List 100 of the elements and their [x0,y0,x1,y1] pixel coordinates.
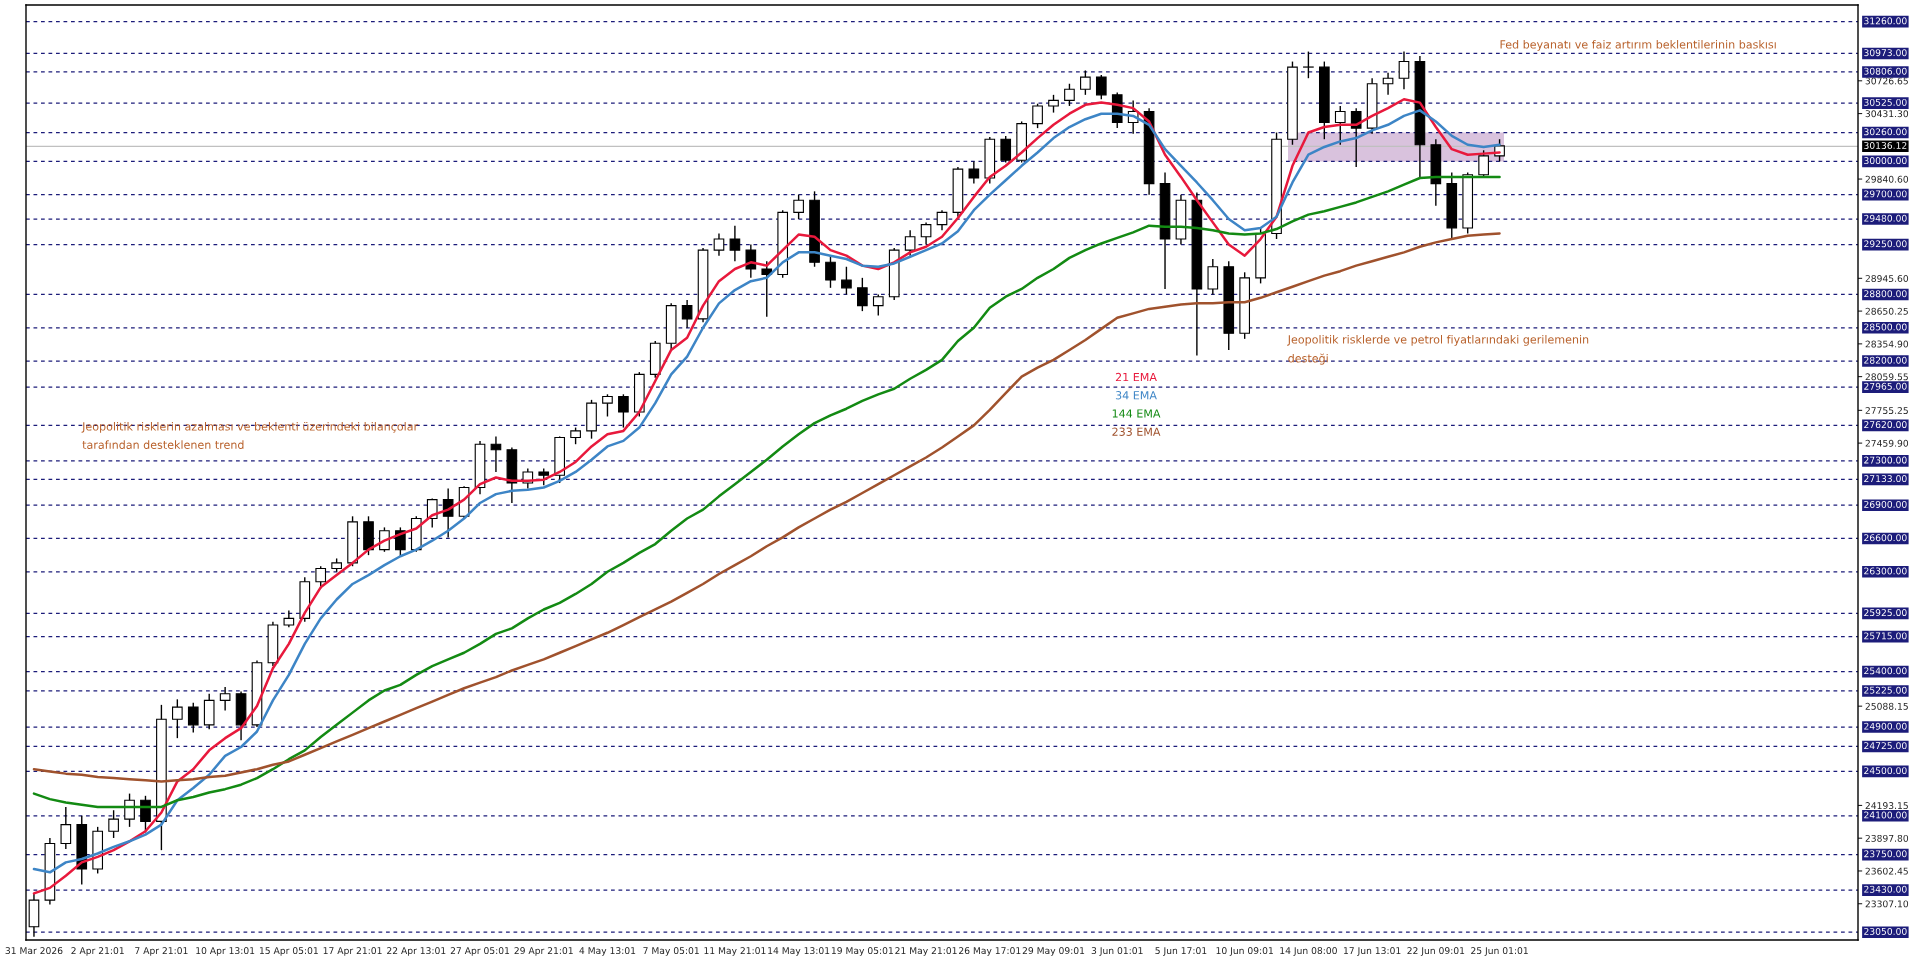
x-tick-label: 10 Apr 13:01 [196,947,255,956]
ref-line-label: 27133.00 [1864,475,1907,483]
x-tick-label: 22 Apr 13:01 [387,947,446,956]
candlestick [1032,103,1043,129]
y-tick-label: 23897.80 [1865,834,1909,842]
ref-line-label: 23050.00 [1864,927,1907,935]
ref-line-label: 25225.00 [1864,686,1907,694]
candlestick [1398,50,1410,90]
y-tick-label: 28354.90 [1865,340,1909,348]
candlestick [1064,83,1075,107]
candlestick [1095,74,1107,100]
candlestick [108,809,119,839]
text: 34 EMA [1115,391,1157,400]
text: 233 EMA [1112,427,1161,436]
candlestick [681,299,693,329]
ref-line-label: 30525.00 [1864,98,1907,106]
y-tick-label: 23602.45 [1865,867,1908,875]
ref-line-label: 25925.00 [1864,609,1907,617]
ref-line-label: 30973.00 [1864,49,1907,57]
y-tick-label: 28059.55 [1865,373,1908,381]
ref-line-label: 30000.00 [1864,157,1907,165]
x-tick-label: 21 May 21:01 [895,947,957,956]
x-tick-label: 22 Jun 09:01 [1407,947,1465,956]
candlestick [1080,69,1091,96]
candlestick [602,393,613,418]
x-tick-label: 7 May 05:01 [643,947,699,956]
text: 21 EMA [1115,372,1157,382]
x-tick-label: 26 May 17:01 [959,947,1021,956]
x-tick-label: 14 May 13:01 [768,947,830,956]
ref-line-label: 23750.00 [1864,850,1907,858]
x-tick-label: 25 Jun 01:01 [1471,947,1528,956]
candlestick [904,229,916,257]
ref-line-label: 24100.00 [1864,811,1907,819]
y-tick-label: 30431.30 [1865,110,1909,118]
x-tick-label: 19 May 05:01 [831,947,893,956]
ref-line-label: 30260.00 [1864,128,1907,136]
candlestick [857,277,868,312]
ref-line-label: 27965.00 [1864,382,1907,390]
candlestick [187,701,199,734]
ref-line-label: 29250.00 [1864,240,1907,248]
ref-line-label: 26600.00 [1864,534,1907,542]
y-tick-label: 27459.90 [1865,439,1909,447]
candlestick [60,806,72,850]
x-tick-label: 3 Jun 01:01 [1091,947,1143,956]
x-tick-label: 17 Jun 13:01 [1344,947,1401,956]
ref-line-label: 26300.00 [1864,567,1907,575]
annotation: Fed beyanatı ve faiz artırım beklentilerinin baskısı [1500,40,1776,51]
ref-line-label: 27620.00 [1864,421,1907,429]
candlestick [761,260,773,318]
candlestick [124,792,135,828]
candlestick [920,221,932,246]
x-tick-label: 27 Apr 05:01 [450,947,510,956]
ref-line-label: 25400.00 [1864,667,1907,675]
candlestick [1207,258,1219,296]
y-tick-label: 29840.60 [1865,175,1909,183]
x-tick-label: 2 Apr 21:01 [71,947,124,956]
text: 144 EMA [1112,409,1161,418]
y-tick-label: 30726.65 [1865,77,1908,85]
ref-line-label: 29480.00 [1864,214,1907,222]
candlestick [825,254,836,289]
ref-line-label: 28200.00 [1864,356,1907,364]
y-tick-label: 27755.25 [1865,407,1908,414]
x-tick-label: 15 Apr 05:01 [259,947,318,956]
annotation: Jeopolitik risklerin azalması ve beklenti üzerindeki bilançolar tarafından desteklenen trend [81,422,419,449]
ref-line-label: 29700.00 [1864,190,1907,198]
candlestick [1350,107,1362,168]
ref-line-label: 26900.00 [1864,500,1907,508]
ref-line-label: 24500.00 [1864,767,1907,775]
x-tick-label: 5 Jun 17:01 [1155,947,1207,956]
ref-line-label: 24725.00 [1864,742,1907,750]
candlestick [1334,105,1346,146]
x-tick-label: 14 Jun 08:00 [1280,947,1337,956]
candlestick [618,393,629,429]
x-tick-label: 17 Apr 21:01 [323,947,382,956]
y-tick-label: 28650.25 [1865,307,1908,315]
candlestick [936,209,948,231]
candlestick [729,225,741,262]
ref-line-label: 28800.00 [1864,290,1907,298]
ref-line-label: 24900.00 [1864,722,1907,730]
candlestick [968,160,980,185]
ref-line-label: 30806.00 [1864,67,1907,75]
x-tick-label: 31 Mar 2026 [5,947,63,955]
candlestick [793,193,804,220]
x-tick-label: 7 Apr 21:01 [135,947,188,956]
candlestick [172,698,183,739]
candlestick [1303,50,1314,79]
x-tick-label: 4 May 13:01 [579,947,636,956]
x-tick-label: 29 Apr 21:01 [514,947,573,956]
y-tick-label: 23307.10 [1865,900,1909,908]
candlestick [872,293,884,317]
y-tick-label: 24193.15 [1865,802,1908,810]
y-tick-label: 25088.15 [1865,702,1908,710]
ref-line-label: 28500.00 [1864,323,1907,331]
candlestick [1000,135,1012,164]
x-tick-label: 10 Jun 09:01 [1216,947,1273,956]
ref-line-label: 25715.00 [1864,632,1907,640]
candlestick [219,686,231,712]
ref-line-label: 23430.00 [1864,885,1907,893]
ref-line-label: 30136.12 [1864,142,1907,149]
ref-line-label: 31260.00 [1864,17,1907,25]
